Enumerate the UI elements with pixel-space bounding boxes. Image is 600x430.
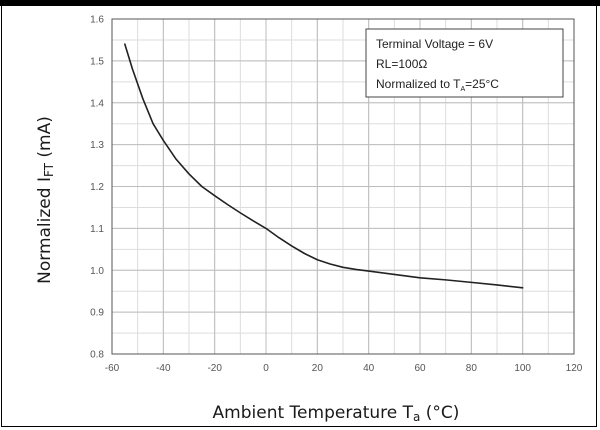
x-tick-label: -20 [207, 363, 222, 374]
y-tick-label: 1.1 [90, 224, 104, 235]
legend-normalized-sub: A [460, 86, 465, 93]
y-axis-title-sub: FT [42, 162, 56, 177]
legend-line-normalized: Normalized to TA=25°C [376, 77, 499, 93]
y-axis-title: Normalized IFT (mA) [35, 116, 56, 284]
x-tick-label: 120 [566, 363, 583, 374]
y-axis-ticks: 0.8 0.9 1.0 1.1 1.2 1.3 1.4 1.5 1.6 [90, 15, 104, 361]
x-axis-title-sub: a [413, 410, 420, 424]
x-tick-label: 80 [466, 363, 478, 374]
legend-normalized-text: Normalized to T [376, 77, 461, 91]
x-tick-label: -40 [156, 363, 171, 374]
x-tick-label: 60 [414, 363, 426, 374]
y-tick-label: 1.6 [90, 15, 104, 26]
y-tick-label: 1.2 [90, 182, 104, 193]
legend-frame [365, 28, 564, 98]
x-axis-title: Ambient Temperature Ta (°C) [213, 403, 460, 424]
x-axis-ticks: -60 -40 -20 0 20 40 60 80 100 120 [105, 363, 583, 374]
x-axis-title-unit: (°C) [420, 403, 459, 423]
x-tick-label: -60 [105, 363, 120, 374]
y-tick-label: 1.4 [90, 98, 104, 109]
y-axis-title-text: Normalized I [35, 177, 55, 284]
x-tick-label: 0 [263, 363, 269, 374]
legend-box: Terminal Voltage = 6V RL=100Ω Normalized… [365, 28, 564, 98]
y-tick-label: 1.5 [90, 56, 104, 67]
x-tick-label: 100 [514, 363, 531, 374]
top-border-bar [0, 0, 600, 6]
plot-border [111, 18, 575, 355]
y-tick-label: 1.3 [90, 140, 104, 151]
legend-normalized-value: =25°C [465, 77, 499, 91]
x-tick-label: 20 [312, 363, 324, 374]
legend-line-voltage: Terminal Voltage = 6V [376, 37, 493, 51]
y-tick-label: 0.8 [90, 350, 104, 361]
legend-line-resistance: RL=100Ω [376, 57, 427, 71]
series-layer [124, 43, 524, 289]
x-tick-label: 40 [363, 363, 375, 374]
y-tick-label: 1.0 [90, 266, 104, 277]
y-axis-title-unit: (mA) [35, 116, 55, 163]
y-tick-label: 0.9 [90, 308, 104, 319]
series-line [124, 43, 524, 289]
x-axis-title-text: Ambient Temperature T [213, 403, 414, 423]
